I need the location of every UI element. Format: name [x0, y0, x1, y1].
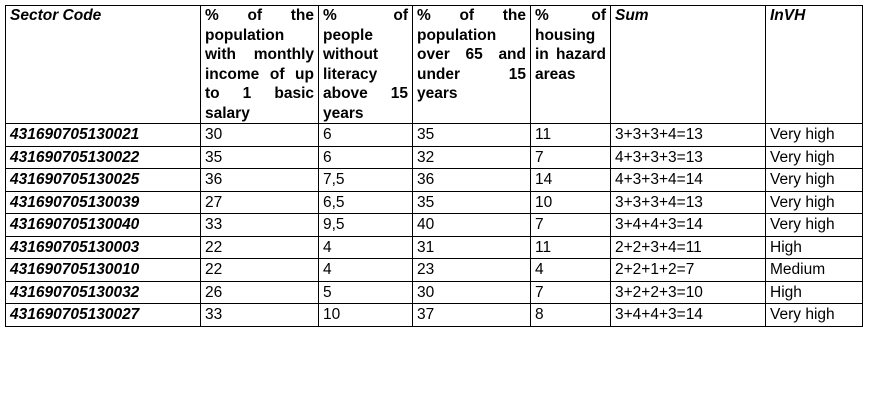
table-row: 431690705130003 22 4 31 11 2+2+3+4=11 High [5, 235, 863, 259]
sector-code: 431690705130040 [5, 213, 201, 237]
cell: 4+3+3+4=14 [610, 168, 766, 192]
cell: 14 [530, 168, 611, 192]
cell: 37 [412, 303, 531, 327]
cell: 10 [318, 303, 413, 327]
cell: 36 [412, 168, 531, 192]
cell: 23 [412, 258, 531, 282]
sector-code: 431690705130025 [5, 168, 201, 192]
cell: 4 [318, 258, 413, 282]
header-cell: % of the population with monthly income … [200, 5, 319, 124]
cell: 40 [412, 213, 531, 237]
table-row: 431690705130040 33 9,5 40 7 3+4+4+3=14 Very hi… [5, 213, 863, 237]
cell: 8 [530, 303, 611, 327]
cell: 3+4+4+3=14 [610, 213, 766, 237]
table-wrap: Sector Code% of the population with mont… [5, 5, 863, 327]
cell: 4 [530, 258, 611, 282]
cell: 4+3+3+3=13 [610, 145, 766, 169]
cell: 33 [200, 213, 319, 237]
cell: Very high [765, 123, 863, 147]
table-row: 431690705130032 26 5 30 7 3+2+2+3=10 High [5, 280, 863, 304]
cell: Very high [765, 213, 863, 237]
cell: 2+2+3+4=11 [610, 235, 766, 259]
table-row: 431690705130021 30 6 35 11 3+3+3+4=13 Very hig… [5, 123, 863, 147]
cell: 3+3+3+4=13 [610, 190, 766, 214]
cell: 10 [530, 190, 611, 214]
header-cell: % of the population over 65 and under 15… [412, 5, 531, 124]
cell: 35 [200, 145, 319, 169]
cell: 27 [200, 190, 319, 214]
cell: 31 [412, 235, 531, 259]
cell: 30 [412, 280, 531, 304]
header-cell: Sector Code [5, 5, 201, 124]
cell: Very high [765, 190, 863, 214]
cell: 7 [530, 145, 611, 169]
cell: 6 [318, 145, 413, 169]
cell: Medium [765, 258, 863, 282]
cell: High [765, 280, 863, 304]
sector-code: 431690705130027 [5, 303, 201, 327]
cell: Very high [765, 303, 863, 327]
cell: 9,5 [318, 213, 413, 237]
sector-code: 431690705130032 [5, 280, 201, 304]
cell: 11 [530, 235, 611, 259]
cell: 26 [200, 280, 319, 304]
cell: 3+2+2+3=10 [610, 280, 766, 304]
sector-code: 431690705130022 [5, 145, 201, 169]
table-row: 431690705130022 35 6 32 7 4+3+3+3=13 Very high [5, 145, 863, 169]
cell: 7 [530, 213, 611, 237]
header-row: Sector Code% of the population with mont… [5, 5, 863, 124]
cell: 22 [200, 235, 319, 259]
cell: 4 [318, 235, 413, 259]
cell: 3+4+4+3=14 [610, 303, 766, 327]
cell: 6 [318, 123, 413, 147]
table-row: 431690705130010 22 4 23 4 2+2+1+2=7 Medium [5, 258, 863, 282]
cell: Very high [765, 145, 863, 169]
table-body: 431690705130021 30 6 35 11 3+3+3+4=13 Very hig… [5, 123, 863, 327]
cell: 36 [200, 168, 319, 192]
header-cell: InVH [765, 5, 863, 124]
cell: 11 [530, 123, 611, 147]
cell: 3+3+3+4=13 [610, 123, 766, 147]
header-cell: % of people without literacy above 15 ye… [318, 5, 413, 124]
cell: 30 [200, 123, 319, 147]
cell: 7 [530, 280, 611, 304]
sector-code: 431690705130039 [5, 190, 201, 214]
sector-code: 431690705130003 [5, 235, 201, 259]
cell: 22 [200, 258, 319, 282]
data-table: Sector Code% of the population with mont… [5, 5, 863, 327]
table-row: 431690705130039 27 6,5 35 10 3+3+3+4=13 Very h… [5, 190, 863, 214]
header-cell: Sum [610, 5, 766, 124]
cell: 6,5 [318, 190, 413, 214]
cell: 2+2+1+2=7 [610, 258, 766, 282]
cell: 35 [412, 190, 531, 214]
cell: 33 [200, 303, 319, 327]
cell: 5 [318, 280, 413, 304]
sector-code: 431690705130010 [5, 258, 201, 282]
cell: 35 [412, 123, 531, 147]
sector-code: 431690705130021 [5, 123, 201, 147]
header-cell: % of housing in hazard areas [530, 5, 611, 124]
cell: Very high [765, 168, 863, 192]
table-row: 431690705130027 33 10 37 8 3+4+4+3=14 Very hig… [5, 303, 863, 327]
cell: 32 [412, 145, 531, 169]
table-row: 431690705130025 36 7,5 36 14 4+3+3+4=14 Very h… [5, 168, 863, 192]
cell: High [765, 235, 863, 259]
cell: 7,5 [318, 168, 413, 192]
